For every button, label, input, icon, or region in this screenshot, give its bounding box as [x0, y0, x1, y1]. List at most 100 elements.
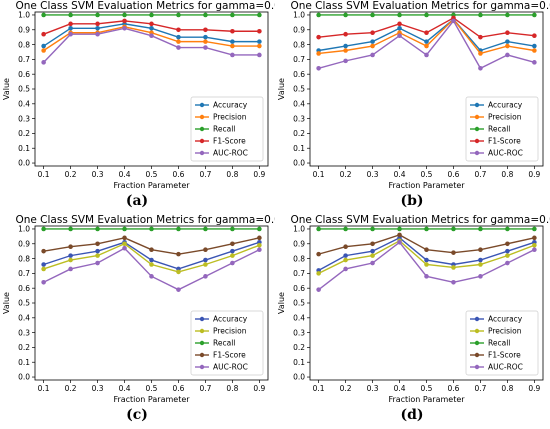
y-tick-label: 1.0 — [18, 225, 30, 234]
legend-swatch-marker — [474, 150, 480, 156]
x-tick-label: 0.2 — [340, 170, 352, 179]
data-point — [316, 226, 321, 232]
data-point — [68, 226, 73, 232]
data-point — [451, 279, 456, 285]
data-point — [505, 226, 510, 232]
data-point — [41, 279, 46, 285]
data-point — [451, 226, 456, 232]
data-point — [68, 244, 73, 250]
data-point — [505, 52, 510, 58]
y-tick-label: 0.6 — [18, 70, 30, 79]
y-tick-label: 1.0 — [293, 225, 305, 234]
y-tick-label: 0.3 — [293, 328, 305, 337]
legend-label: AUC-ROC — [488, 149, 523, 158]
y-tick-label: 0.0 — [293, 159, 305, 168]
data-point — [478, 12, 483, 18]
legend-label: Recall — [213, 339, 235, 348]
data-point — [95, 260, 100, 266]
y-tick-label: 0.5 — [293, 85, 305, 94]
x-tick-label: 0.6 — [447, 170, 459, 179]
y-tick-label: 0.5 — [18, 299, 30, 308]
data-point — [532, 226, 537, 232]
data-point — [176, 287, 181, 292]
data-point — [532, 48, 537, 53]
data-point — [68, 21, 73, 27]
data-point — [397, 12, 402, 18]
x-tick-label: 0.4 — [394, 384, 406, 393]
data-point — [424, 12, 429, 18]
x-tick-label: 0.5 — [146, 170, 158, 179]
data-point — [505, 43, 510, 49]
data-point — [478, 247, 483, 252]
y-tick-label: 0.2 — [293, 129, 305, 138]
y-tick-label: 0.9 — [18, 239, 30, 248]
data-point — [95, 31, 100, 37]
data-point — [397, 25, 402, 31]
y-tick-label: 0.4 — [293, 100, 305, 109]
data-point — [95, 253, 100, 258]
y-tick-label: 0.9 — [293, 239, 305, 248]
data-point — [41, 262, 46, 267]
data-point — [505, 30, 510, 36]
data-point — [149, 33, 154, 38]
data-point — [95, 21, 100, 27]
data-point — [41, 31, 46, 37]
data-point — [370, 253, 375, 258]
y-tick-label: 0.8 — [293, 40, 305, 49]
y-tick-label: 1.0 — [293, 11, 305, 20]
data-point — [68, 31, 73, 37]
data-point — [41, 266, 46, 272]
legend-swatch-marker — [474, 316, 480, 322]
data-point — [343, 31, 348, 37]
data-point — [68, 266, 73, 272]
caption-b: (b) — [400, 193, 424, 209]
y-tick-label: 0.0 — [293, 373, 305, 382]
x-tick-label: 0.3 — [92, 170, 104, 179]
data-point — [203, 262, 208, 267]
y-tick-label: 0.5 — [18, 85, 30, 94]
data-point — [95, 25, 100, 31]
data-point — [203, 274, 208, 279]
x-tick-label: 0.3 — [367, 384, 379, 393]
data-point — [257, 247, 262, 252]
legend-label: F1-Score — [488, 137, 521, 146]
legend-swatch-marker — [199, 102, 205, 108]
data-point — [257, 39, 262, 44]
y-tick-label: 0.3 — [18, 328, 30, 337]
x-tick-label: 0.8 — [501, 384, 513, 393]
data-point — [451, 18, 456, 24]
legend-swatch-marker — [474, 352, 480, 358]
data-point — [424, 30, 429, 36]
data-point — [68, 253, 73, 258]
chart-panel-b: One Class SVM Evaluation Metrics for gam… — [277, 0, 550, 190]
legend-swatch-marker — [199, 364, 205, 370]
y-tick-label: 0.4 — [293, 314, 305, 323]
data-point — [257, 226, 262, 232]
data-point — [122, 241, 127, 247]
data-point — [122, 25, 127, 31]
data-point — [478, 262, 483, 267]
data-point — [397, 232, 402, 238]
legend-box — [190, 310, 264, 376]
data-point — [424, 257, 429, 263]
y-tick-label: 0.7 — [293, 269, 305, 278]
data-point — [424, 52, 429, 58]
y-tick-label: 0.6 — [293, 284, 305, 293]
data-point — [424, 262, 429, 267]
chart-title: One Class SVM Evaluation Metrics for gam… — [290, 214, 550, 226]
data-point — [370, 12, 375, 18]
data-point — [370, 226, 375, 232]
data-point — [41, 12, 46, 18]
chart-title: One Class SVM Evaluation Metrics for gam… — [15, 0, 275, 12]
legend-label: Recall — [213, 125, 235, 134]
data-point — [343, 244, 348, 250]
data-point — [397, 21, 402, 27]
data-point — [41, 60, 46, 65]
x-tick-label: 0.8 — [226, 384, 238, 393]
data-point — [343, 226, 348, 232]
data-point — [122, 12, 127, 18]
x-tick-label: 0.1 — [313, 384, 325, 393]
data-point — [176, 226, 181, 232]
y-tick-label: 0.3 — [18, 114, 30, 123]
data-point — [370, 52, 375, 58]
